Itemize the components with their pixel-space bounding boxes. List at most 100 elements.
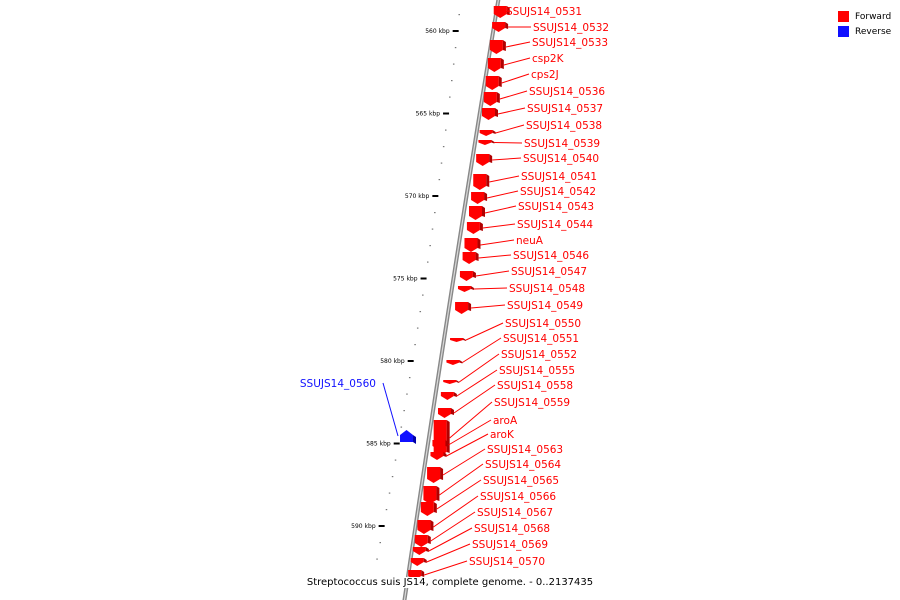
gene-label-SSUJS14_0560[interactable]: SSUJS14_0560 (300, 378, 376, 390)
gene-feature-SSUJS14_0549[interactable] (455, 302, 472, 314)
gene-leader-line (480, 239, 515, 246)
gene-label-SSUJS14_0551[interactable]: SSUJS14_0551 (503, 333, 579, 345)
gene-label-SSUJS14_0538[interactable]: SSUJS14_0538 (526, 120, 602, 132)
gene-label-SSUJS14_0550[interactable]: SSUJS14_0550 (505, 318, 581, 330)
gene-feature-SSUJS14_0564[interactable] (423, 486, 440, 504)
gene-feature-SSUJS14_0542[interactable] (471, 192, 488, 204)
gene-label-neuA[interactable]: neuA (516, 235, 544, 247)
gene-arrow-body (410, 558, 424, 566)
gene-feature-SSUJS14_0567[interactable] (414, 535, 431, 547)
gene-label-SSUJS14_0565[interactable]: SSUJS14_0565 (483, 475, 559, 487)
gene-feature-SSUJS14_0565[interactable] (420, 502, 437, 516)
legend-item-reverse[interactable]: Reverse (838, 24, 900, 39)
gene-label-SSUJS14_0548[interactable]: SSUJS14_0548 (509, 283, 585, 295)
gene-feature-SSUJS14_0547[interactable] (459, 271, 476, 281)
gene-label-SSUJS14_0566[interactable]: SSUJS14_0566 (480, 491, 556, 503)
minor-tick (454, 47, 457, 49)
minor-tick (451, 80, 453, 82)
gene-feature-SSUJS14_0532[interactable] (492, 22, 509, 32)
gene-feature-cps2J[interactable] (485, 76, 502, 90)
gene-leader-line (489, 175, 520, 183)
gene-feature-csp2K[interactable] (487, 58, 504, 72)
gene-feature-SSUJS14_0552[interactable] (443, 380, 460, 384)
gene-label-SSUJS14_0570[interactable]: SSUJS14_0570 (469, 556, 545, 568)
gene-arrow-side (477, 238, 481, 249)
gene-label-SSUJS14_0569[interactable]: SSUJS14_0569 (472, 539, 548, 551)
gene-feature-SSUJS14_0543[interactable] (469, 206, 486, 220)
gene-label-SSUJS14_0549[interactable]: SSUJS14_0549 (507, 300, 583, 312)
gene-label-aroK[interactable]: aroK (490, 429, 515, 441)
major-tick (378, 525, 385, 527)
gene-label-cps2J[interactable]: cps2J (531, 69, 559, 81)
gene-label-SSUJS14_0537[interactable]: SSUJS14_0537 (527, 103, 603, 115)
gene-leader-line (503, 57, 531, 66)
gene-label-SSUJS14_0568[interactable]: SSUJS14_0568 (474, 523, 550, 535)
gene-leader-line (439, 463, 484, 496)
gene-label-SSUJS14_0541[interactable]: SSUJS14_0541 (521, 171, 597, 183)
gene-arrow-body (433, 420, 447, 456)
gene-leader-line (505, 41, 531, 48)
gene-arrow-side (453, 392, 457, 397)
gene-label-SSUJS14_0559[interactable]: SSUJS14_0559 (494, 397, 570, 409)
gene-arrow-side (445, 440, 449, 447)
gene-label-SSUJS14_0558[interactable]: SSUJS14_0558 (497, 380, 573, 392)
gene-arrow-side (479, 222, 483, 231)
gene-label-csp2K[interactable]: csp2K (532, 53, 565, 65)
gene-label-SSUJS14_0563[interactable]: SSUJS14_0563 (487, 444, 563, 456)
gene-label-aroA[interactable]: aroA (493, 415, 518, 427)
gene-feature-SSUJS14_0558[interactable] (437, 408, 454, 418)
gene-label-SSUJS14_0555[interactable]: SSUJS14_0555 (499, 365, 575, 377)
gene-label-SSUJS14_0532[interactable]: SSUJS14_0532 (533, 22, 609, 34)
gene-label-SSUJS14_0543[interactable]: SSUJS14_0543 (518, 201, 594, 213)
gene-arrow-side (505, 22, 509, 29)
gene-feature-aroK[interactable] (430, 452, 447, 460)
gene-label-SSUJS14_0539[interactable]: SSUJS14_0539 (524, 138, 600, 150)
gene-feature-SSUJS14_0560[interactable] (400, 430, 417, 444)
gene-label-SSUJS14_0567[interactable]: SSUJS14_0567 (477, 507, 553, 519)
gene-leader-line (501, 73, 530, 84)
gene-label-SSUJS14_0531[interactable]: SSUJS14_0531 (506, 6, 582, 18)
gene-feature-SSUJS14_0536[interactable] (483, 92, 500, 106)
gene-feature-neuA[interactable] (464, 238, 481, 252)
gene-label-SSUJS14_0547[interactable]: SSUJS14_0547 (511, 266, 587, 278)
gene-feature-SSUJS14_0559[interactable] (433, 420, 450, 456)
legend-item-forward[interactable]: Forward (838, 9, 900, 24)
gene-label-SSUJS14_0564[interactable]: SSUJS14_0564 (485, 459, 561, 471)
gene-feature-SSUJS14_0568[interactable] (412, 547, 429, 555)
gene-feature-aroA[interactable] (432, 440, 449, 450)
gene-feature-SSUJS14_0566[interactable] (417, 520, 434, 534)
gene-label-SSUJS14_0544[interactable]: SSUJS14_0544 (517, 219, 593, 231)
gene-feature-SSUJS14_0544[interactable] (466, 222, 483, 234)
gene-feature-SSUJS14_0538[interactable] (479, 130, 496, 136)
scale-tick-label: 565 kbp (416, 111, 441, 118)
gene-feature-SSUJS14_0533[interactable] (489, 40, 506, 54)
gene-feature-SSUJS14_0546[interactable] (462, 252, 479, 264)
gene-label-SSUJS14_0533[interactable]: SSUJS14_0533 (532, 37, 608, 49)
gene-feature-SSUJS14_0537[interactable] (481, 108, 498, 120)
gene-arrow-side (468, 302, 472, 311)
gene-arrow-body (414, 535, 428, 547)
gene-label-SSUJS14_0536[interactable]: SSUJS14_0536 (529, 86, 605, 98)
gene-feature-SSUJS14_0550[interactable] (450, 338, 467, 342)
gene-feature-SSUJS14_0551[interactable] (446, 360, 463, 365)
gene-feature-SSUJS14_0563[interactable] (427, 467, 444, 483)
gene-label-SSUJS14_0540[interactable]: SSUJS14_0540 (523, 153, 599, 165)
legend: Forward Reverse (838, 9, 900, 39)
gene-feature-SSUJS14_0540[interactable] (476, 154, 493, 166)
gene-feature-SSUJS14_0539[interactable] (478, 140, 495, 145)
gene-label-SSUJS14_0542[interactable]: SSUJS14_0542 (520, 186, 596, 198)
gene-feature-SSUJS14_0555[interactable] (440, 392, 457, 400)
gene-leader-line (446, 433, 489, 457)
scale-tick-label: 585 kbp (366, 441, 391, 448)
gene-leader-line (436, 479, 482, 510)
gene-feature-SSUJS14_0541[interactable] (473, 174, 490, 190)
gene-feature-SSUJS14_0569[interactable] (410, 558, 427, 566)
gene-arrow-body (450, 338, 464, 342)
gene-feature-SSUJS14_0531[interactable] (493, 6, 510, 18)
gene-arrow-body (473, 174, 487, 190)
scale-tick-label: 570 kbp (405, 193, 430, 200)
forward-swatch (838, 11, 849, 22)
gene-feature-SSUJS14_0548[interactable] (457, 286, 474, 292)
gene-label-SSUJS14_0552[interactable]: SSUJS14_0552 (501, 349, 577, 361)
gene-label-SSUJS14_0546[interactable]: SSUJS14_0546 (513, 250, 589, 262)
